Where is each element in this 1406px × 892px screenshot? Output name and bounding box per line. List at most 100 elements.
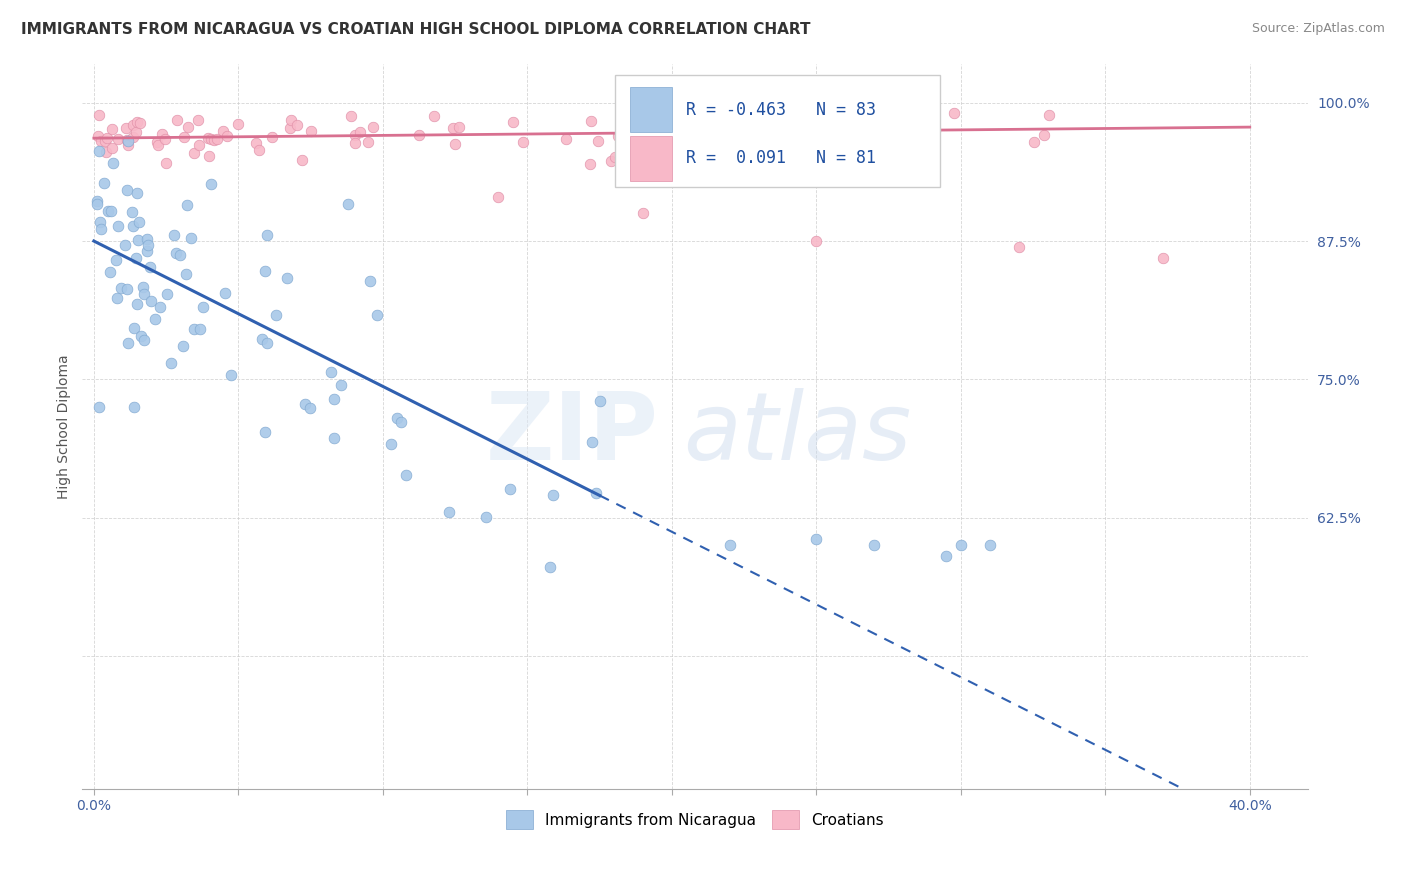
Point [121, 219, 143, 233]
Point [180, 230, 202, 244]
Point [125, 126, 148, 140]
Point [107, 219, 129, 233]
Point [97, 204, 120, 219]
Point [924, 123, 946, 137]
Point [502, 114, 524, 128]
Point [217, 129, 239, 144]
Point [207, 132, 229, 146]
Point [169, 247, 191, 261]
Point [603, 150, 626, 164]
Point [160, 356, 183, 370]
Point [197, 131, 219, 145]
Point [742, 119, 765, 133]
Point [93, 176, 115, 190]
Point [366, 308, 388, 322]
Point [86, 197, 108, 211]
Point [266, 308, 288, 322]
Point [226, 117, 249, 131]
Point [132, 334, 155, 348]
Point [136, 238, 159, 252]
Text: R =  0.091   N = 81: R = 0.091 N = 81 [686, 149, 876, 167]
Point [486, 190, 509, 204]
Point [122, 118, 145, 132]
Point [105, 252, 128, 267]
Point [117, 335, 139, 350]
Point [256, 228, 278, 243]
Point [935, 549, 957, 564]
Point [183, 145, 205, 160]
Point [107, 131, 129, 145]
Point [105, 291, 128, 305]
Point [89, 144, 111, 158]
Point [285, 119, 308, 133]
Point [256, 335, 278, 350]
Point [132, 287, 155, 301]
Point [768, 139, 790, 153]
Point [299, 124, 322, 138]
Point [110, 281, 132, 295]
Point [299, 401, 322, 416]
Point [329, 377, 352, 392]
Point [117, 282, 139, 296]
Point [127, 233, 149, 247]
Point [441, 121, 464, 136]
Point [253, 263, 276, 277]
Point [474, 510, 496, 524]
Point [166, 113, 188, 128]
Point [641, 127, 664, 141]
Point [1007, 239, 1029, 253]
Point [115, 121, 138, 136]
Point [979, 538, 1001, 552]
Point [586, 134, 609, 148]
Point [174, 267, 197, 281]
Point [579, 157, 602, 171]
Point [122, 400, 145, 414]
Point [129, 329, 152, 343]
Point [141, 294, 163, 309]
Point [498, 482, 520, 496]
Point [541, 488, 564, 502]
Point [408, 128, 430, 143]
Point [806, 234, 828, 248]
Point [614, 116, 637, 130]
Point [187, 113, 209, 128]
Point [1152, 251, 1174, 265]
Point [600, 154, 623, 169]
Point [150, 127, 173, 141]
Point [163, 228, 186, 243]
Point [247, 143, 270, 157]
Point [356, 135, 378, 149]
Text: IMMIGRANTS FROM NICARAGUA VS CROATIAN HIGH SCHOOL DIPLOMA CORRELATION CHART: IMMIGRANTS FROM NICARAGUA VS CROATIAN HI… [21, 22, 811, 37]
Point [343, 128, 366, 142]
Point [87, 401, 110, 415]
Point [187, 138, 209, 153]
Point [87, 128, 110, 143]
Point [437, 505, 460, 519]
Text: Source: ZipAtlas.com: Source: ZipAtlas.com [1251, 22, 1385, 36]
Point [214, 285, 236, 300]
Point [122, 321, 145, 335]
Point [176, 198, 198, 212]
Point [323, 431, 346, 445]
Point [589, 394, 612, 409]
Point [115, 132, 138, 146]
Text: atlas: atlas [683, 388, 911, 479]
Point [907, 117, 929, 131]
Point [585, 486, 607, 500]
Point [278, 120, 301, 135]
Point [117, 137, 139, 152]
Point [94, 134, 117, 148]
Point [128, 214, 150, 228]
Point [136, 244, 159, 259]
Point [1024, 135, 1046, 149]
Point [863, 538, 886, 552]
Point [127, 296, 149, 310]
Point [555, 132, 578, 146]
Point [165, 246, 187, 260]
Point [423, 110, 446, 124]
Point [177, 120, 200, 135]
Point [631, 206, 654, 220]
Point [122, 129, 145, 144]
Point [943, 106, 966, 120]
Point [323, 392, 346, 407]
